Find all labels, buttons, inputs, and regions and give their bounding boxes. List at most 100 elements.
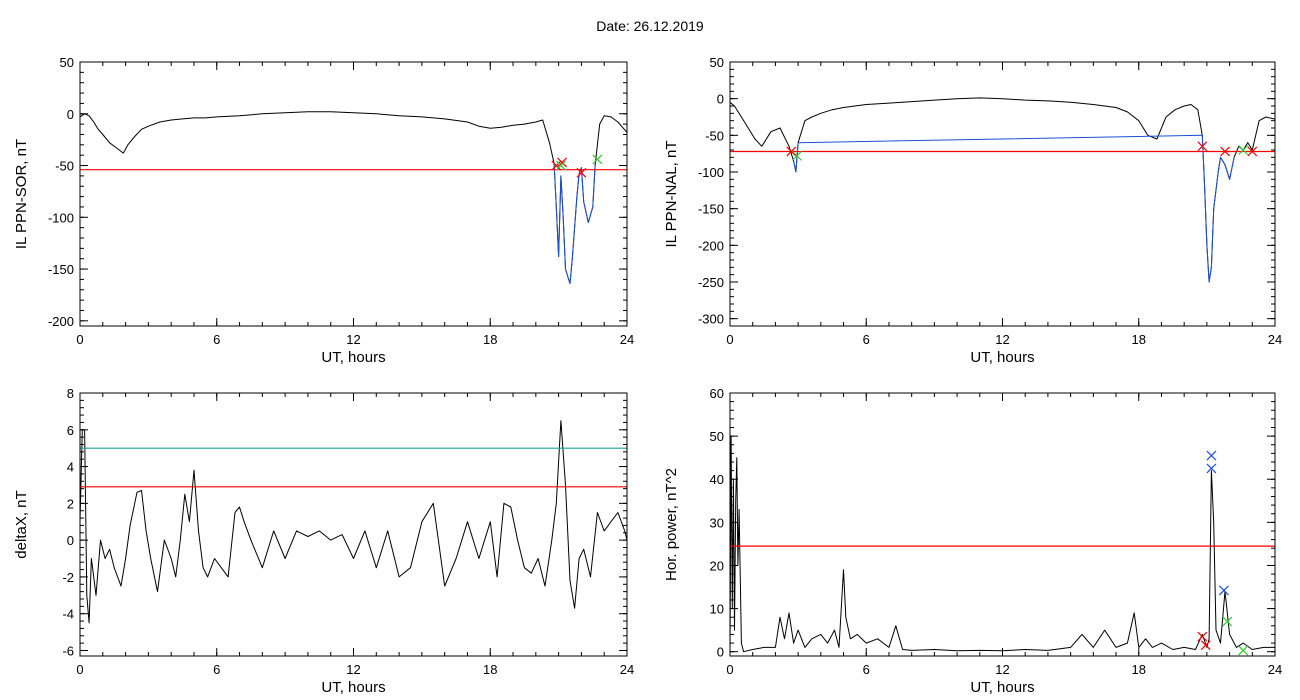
y-tick-label: 4 [67, 460, 74, 475]
marker-x-red [557, 157, 567, 168]
y-tick-label: 2 [67, 496, 74, 511]
x-axis-label: UT, hours [321, 679, 385, 696]
y-tick-label: -200 [698, 238, 724, 253]
y-tick-label: -4 [62, 607, 74, 622]
marker-x-red [1200, 640, 1211, 651]
plot-frame [729, 61, 1276, 327]
y-tick-label: -100 [48, 210, 74, 225]
x-axis-label: UT, hours [970, 679, 1034, 696]
marker-x-green [555, 160, 566, 171]
y-tick-label: -150 [698, 202, 724, 217]
y-tick-label: 40 [710, 472, 724, 487]
plot-frame [79, 61, 628, 327]
y-tick-label: 0 [67, 533, 74, 548]
x-tick-label: 0 [76, 662, 83, 677]
y-tick-label: -50 [705, 128, 724, 143]
x-tick-label: 6 [863, 332, 870, 347]
y-tick-label: 0 [717, 92, 724, 107]
marker-x-green [592, 154, 603, 165]
marker-stroke [551, 160, 562, 171]
x-tick-label: 12 [346, 332, 360, 347]
chart-panel-deltax: 0 6 12 18 24 8 6 4 2 0 -2 -4 -6 UT, hours deltaX, nT [13, 386, 634, 696]
marker-x-red [1197, 141, 1208, 152]
y-tick-label: -150 [48, 262, 74, 277]
marker-stroke [786, 146, 797, 157]
y-tick-label: 50 [710, 429, 724, 444]
y-tick-label: 6 [67, 423, 74, 438]
y-axis-label: IL PPN-NAL, nT [663, 141, 680, 248]
x-tick-label: 18 [1132, 662, 1146, 677]
x-tick-label: 6 [213, 662, 220, 677]
marker-stroke [555, 160, 566, 171]
y-tick-label: -200 [48, 314, 74, 329]
x-axis-label: UT, hours [321, 349, 385, 366]
marker-x-red [576, 167, 587, 178]
x-tick-label: 0 [726, 332, 733, 347]
x-tick-label: 24 [1268, 662, 1282, 677]
y-tick-label: -300 [698, 312, 724, 327]
series-line-blue [553, 163, 596, 285]
y-tick-label: -2 [62, 570, 74, 585]
marker-stroke [792, 150, 802, 161]
y-tick-label: -50 [55, 159, 74, 174]
marker-x-red [551, 160, 562, 171]
x-tick-label: 18 [483, 662, 497, 677]
marker-stroke [1218, 585, 1229, 596]
marker-stroke [1197, 631, 1208, 642]
x-tick-label: 6 [213, 332, 220, 347]
marker-stroke [1197, 141, 1208, 152]
y-tick-label: -100 [698, 165, 724, 180]
x-tick-label: 24 [620, 332, 634, 347]
marker-x-red [1220, 146, 1230, 157]
x-axis-label: UT, hours [970, 349, 1034, 366]
marker-x-red [1197, 631, 1208, 642]
x-tick-label: 0 [76, 332, 83, 347]
x-tick-label: 12 [995, 332, 1009, 347]
marker-x-green [1222, 616, 1233, 627]
y-axis-label: deltaX, nT [13, 490, 30, 558]
y-tick-label: 30 [710, 515, 724, 530]
x-tick-label: 24 [620, 662, 634, 677]
chart-panel-il-ppn-nal: 0 6 12 18 24 50 0 -50 -100 -150 -200 -250 -300 UT, ho… [663, 55, 1282, 366]
marker-x-blue [1206, 463, 1217, 474]
series-line-black [730, 435, 1275, 653]
series-line-black [730, 97, 1275, 283]
y-axis-label: Hor. power, nT^2 [663, 468, 680, 581]
marker-x-green [1238, 145, 1249, 155]
marker-stroke [1238, 145, 1249, 155]
series-line-blue [793, 134, 1235, 283]
plot-frame [729, 392, 1276, 657]
y-tick-label: 0 [717, 645, 724, 660]
plot-frame [79, 392, 628, 657]
marker-stroke [1206, 463, 1217, 474]
y-tick-label: 50 [60, 55, 74, 70]
x-tick-label: 12 [995, 662, 1009, 677]
marker-stroke [1222, 616, 1233, 627]
x-tick-label: 18 [483, 332, 497, 347]
marker-x-green [792, 150, 802, 161]
marker-stroke [557, 157, 567, 168]
y-tick-label: -250 [698, 275, 724, 290]
y-tick-label: 60 [710, 386, 724, 401]
marker-stroke [1238, 645, 1249, 656]
marker-x-green [1238, 645, 1249, 656]
y-tick-label: 8 [67, 386, 74, 401]
marker-stroke [1247, 146, 1258, 157]
marker-x-blue [1218, 585, 1229, 596]
y-tick-label: 50 [710, 55, 724, 70]
x-tick-label: 6 [863, 662, 870, 677]
marker-stroke [1200, 640, 1211, 651]
y-tick-label: -6 [62, 643, 74, 658]
series-line-black [80, 420, 627, 624]
y-tick-label: 0 [67, 107, 74, 122]
y-axis-label: IL PPN-SOR, nT [13, 139, 30, 249]
marker-stroke [592, 154, 603, 165]
x-tick-label: 12 [346, 662, 360, 677]
series-line-black [80, 111, 627, 285]
x-tick-label: 0 [726, 662, 733, 677]
chart-panel-hor-power: 0 6 12 18 24 60 50 40 30 20 10 0 UT, hours Hor. power… [663, 386, 1282, 696]
marker-x-blue [1206, 450, 1217, 461]
page-title: Date: 26.12.2019 [596, 18, 704, 34]
marker-x-red [786, 146, 797, 157]
marker-stroke [1220, 146, 1230, 157]
